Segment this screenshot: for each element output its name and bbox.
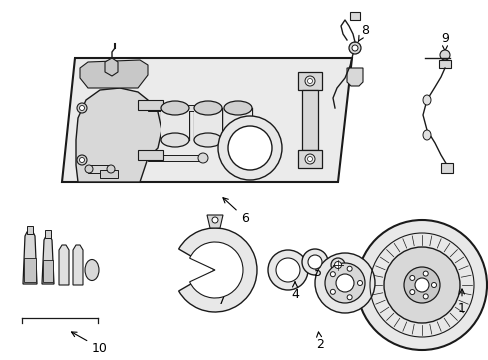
Polygon shape xyxy=(80,60,148,88)
Polygon shape xyxy=(206,215,223,228)
Bar xyxy=(349,12,359,20)
Bar xyxy=(88,165,110,173)
Bar xyxy=(148,155,203,161)
Text: 8: 8 xyxy=(357,23,368,42)
Circle shape xyxy=(305,76,314,86)
Wedge shape xyxy=(189,242,243,298)
Bar xyxy=(438,60,450,68)
Circle shape xyxy=(218,116,282,180)
Bar xyxy=(138,150,163,160)
Circle shape xyxy=(383,247,459,323)
Ellipse shape xyxy=(194,101,222,115)
Circle shape xyxy=(335,274,353,292)
Text: 3: 3 xyxy=(339,280,348,302)
Circle shape xyxy=(422,294,427,299)
Bar xyxy=(194,108,222,140)
Ellipse shape xyxy=(224,101,251,115)
Bar xyxy=(148,105,203,111)
Bar xyxy=(24,258,36,282)
Circle shape xyxy=(198,153,207,163)
Text: 9: 9 xyxy=(440,32,448,51)
Ellipse shape xyxy=(422,95,430,105)
Circle shape xyxy=(307,78,312,84)
Bar xyxy=(138,100,163,110)
Circle shape xyxy=(267,250,307,290)
Polygon shape xyxy=(59,245,69,285)
Wedge shape xyxy=(178,228,257,312)
Text: 6: 6 xyxy=(223,198,248,225)
Ellipse shape xyxy=(85,260,99,280)
Ellipse shape xyxy=(161,101,189,115)
Bar xyxy=(224,108,251,140)
Circle shape xyxy=(330,258,345,272)
Circle shape xyxy=(346,295,351,300)
Polygon shape xyxy=(346,68,362,86)
Circle shape xyxy=(409,275,414,280)
Circle shape xyxy=(198,103,207,113)
Polygon shape xyxy=(105,58,118,76)
Circle shape xyxy=(314,253,374,313)
Bar xyxy=(45,230,51,238)
Ellipse shape xyxy=(161,133,189,147)
Bar xyxy=(302,90,317,150)
Circle shape xyxy=(430,283,436,288)
Circle shape xyxy=(212,217,218,223)
Text: 5: 5 xyxy=(313,262,321,279)
Polygon shape xyxy=(62,58,351,182)
Polygon shape xyxy=(73,245,83,285)
Ellipse shape xyxy=(422,130,430,140)
Text: 10: 10 xyxy=(71,332,108,355)
Circle shape xyxy=(357,280,362,285)
Circle shape xyxy=(346,266,351,271)
Bar xyxy=(440,163,452,173)
Polygon shape xyxy=(76,88,162,182)
Text: 1: 1 xyxy=(457,289,465,315)
Circle shape xyxy=(422,271,427,276)
Bar xyxy=(297,150,321,168)
Bar xyxy=(100,170,118,178)
Circle shape xyxy=(305,154,314,164)
Bar xyxy=(43,260,53,282)
Polygon shape xyxy=(42,236,54,284)
Circle shape xyxy=(80,105,84,111)
Circle shape xyxy=(85,165,93,173)
Circle shape xyxy=(77,155,87,165)
Circle shape xyxy=(275,258,299,282)
Polygon shape xyxy=(23,232,37,284)
Circle shape xyxy=(356,220,486,350)
Ellipse shape xyxy=(224,133,251,147)
Circle shape xyxy=(307,157,312,162)
Circle shape xyxy=(330,272,335,277)
Circle shape xyxy=(325,263,364,303)
Text: 2: 2 xyxy=(315,332,323,351)
Text: 7: 7 xyxy=(215,291,225,306)
Circle shape xyxy=(307,255,321,269)
Circle shape xyxy=(334,261,341,269)
Circle shape xyxy=(351,45,357,51)
Bar xyxy=(27,226,33,234)
Circle shape xyxy=(403,267,439,303)
Circle shape xyxy=(302,249,327,275)
Bar xyxy=(297,72,321,90)
Circle shape xyxy=(414,278,428,292)
Circle shape xyxy=(330,289,335,294)
Circle shape xyxy=(439,50,449,60)
Circle shape xyxy=(227,126,271,170)
Text: 4: 4 xyxy=(290,282,298,302)
Bar xyxy=(161,108,189,140)
Circle shape xyxy=(107,165,115,173)
Circle shape xyxy=(348,42,360,54)
Circle shape xyxy=(409,289,414,294)
Circle shape xyxy=(77,103,87,113)
Ellipse shape xyxy=(194,133,222,147)
Circle shape xyxy=(80,158,84,162)
